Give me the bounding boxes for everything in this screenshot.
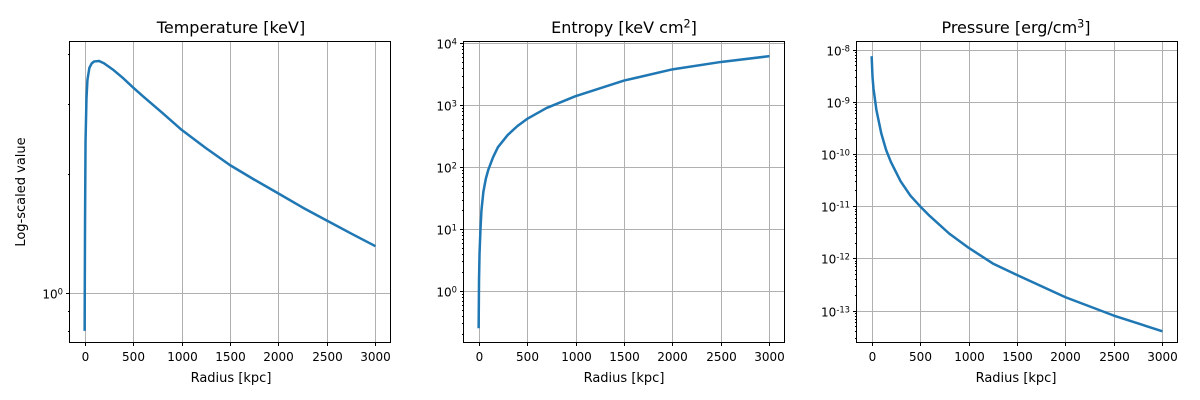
entropy-x-tick-label: 500	[516, 350, 539, 364]
pressure-x-tick-label: 1500	[1002, 350, 1033, 364]
temperature-x-tick-label: 2000	[263, 350, 294, 364]
entropy-x-tick-label: 1000	[561, 350, 592, 364]
temperature-x-tick-label: 2500	[312, 350, 343, 364]
entropy-y-tick-label: 102	[436, 160, 457, 175]
pressure-x-tick-label: 1000	[954, 350, 985, 364]
pressure-y-tick-label: 10-8	[826, 43, 850, 58]
pressure-y-tick-label: 10-13	[821, 304, 850, 319]
pressure-axes-frame	[856, 41, 1178, 343]
temperature-series-line	[83, 59, 377, 331]
pressure-x-tick-label: 500	[909, 350, 932, 364]
pressure-y-tick-label: 10-9	[826, 95, 850, 110]
temperature-x-tick-label: 0	[82, 350, 90, 364]
entropy-x-tick-label: 1500	[609, 350, 640, 364]
temperature-x-tick-label: 3000	[360, 350, 391, 364]
pressure-title: Pressure [erg/cm3]	[941, 17, 1090, 37]
entropy-x-tick-label: 3000	[754, 350, 785, 364]
pressure-x-tick-label: 2000	[1050, 350, 1081, 364]
entropy-xlabel: Radius [kpc]	[584, 371, 665, 386]
pressure-series-line	[870, 56, 1163, 333]
temperature-ylabel: Log-scaled value	[14, 137, 29, 246]
pressure-y-tick-label: 10-12	[821, 251, 850, 266]
temperature-axes-frame	[69, 41, 391, 343]
temperature-x-tick-label: 1500	[215, 350, 246, 364]
pressure-x-tick-label: 3000	[1147, 350, 1178, 364]
entropy-series-line	[477, 54, 770, 329]
pressure-x-tick-label: 2500	[1099, 350, 1130, 364]
temperature-x-tick-label: 500	[122, 350, 145, 364]
temperature-title: Temperature [keV]	[156, 18, 305, 37]
pressure-y-tick-label: 10-11	[821, 199, 850, 214]
panel-pressure: Pressure [erg/cm3] Radius [kpc] 0 500 1000…	[821, 17, 1178, 386]
entropy-axes-frame	[463, 41, 785, 343]
temperature-y-tick-label: 100	[42, 286, 63, 301]
entropy-x-tick-label: 2500	[706, 350, 737, 364]
temperature-xlabel: Radius [kpc]	[191, 371, 272, 386]
entropy-y-tick-label: 101	[436, 222, 457, 237]
entropy-y-tick-label: 104	[436, 36, 457, 51]
entropy-title: Entropy [keV cm2]	[551, 17, 697, 37]
panel-temperature: Temperature [keV] Radius [kpc] Log-scale…	[14, 18, 391, 386]
entropy-y-tick-label: 100	[436, 284, 457, 299]
temperature-x-tick-label: 1000	[167, 350, 198, 364]
pressure-y-tick-label: 10-10	[821, 147, 850, 162]
entropy-y-tick-label: 103	[436, 98, 457, 113]
pressure-xlabel: Radius [kpc]	[976, 371, 1057, 386]
entropy-x-tick-label: 2000	[657, 350, 688, 364]
panel-entropy: Entropy [keV cm2] Radius [kpc] 0 500 1000 1…	[436, 17, 785, 386]
entropy-x-tick-label: 0	[476, 350, 484, 364]
pressure-x-tick-label: 0	[869, 350, 877, 364]
